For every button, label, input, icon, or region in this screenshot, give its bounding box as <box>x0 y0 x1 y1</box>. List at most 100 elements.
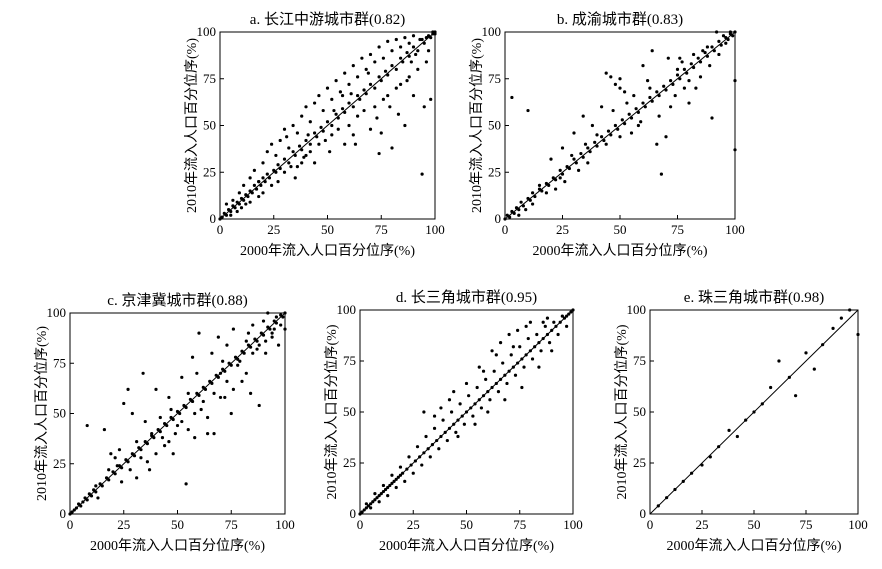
data-point <box>302 155 306 159</box>
data-point <box>248 176 252 180</box>
data-point <box>812 367 816 371</box>
y-tick-label: 100 <box>197 24 217 39</box>
data-point <box>724 36 728 40</box>
x-axis-label: 2000年流入人口百分位序(%) <box>667 538 842 554</box>
data-point <box>250 191 254 195</box>
data-point <box>87 492 91 496</box>
y-tick-label: 25 <box>633 455 646 470</box>
data-point <box>201 399 205 404</box>
data-point <box>396 475 400 479</box>
data-point <box>394 37 398 42</box>
data-point <box>386 494 390 498</box>
y-axis-label: 2010年流入人口百分位序(%) <box>614 324 630 499</box>
data-point <box>289 165 293 169</box>
data-point <box>574 161 578 165</box>
data-point <box>383 69 388 73</box>
data-point <box>643 105 647 109</box>
data-point <box>414 52 418 57</box>
data-point <box>727 428 731 432</box>
data-point <box>590 123 595 128</box>
data-point <box>554 187 558 191</box>
data-point <box>641 101 645 105</box>
data-point <box>733 30 737 34</box>
data-point <box>565 314 569 318</box>
data-point <box>321 129 325 133</box>
scatter-panel-3: 0 25 50 75 100 0 25 50 75 100 c. 京津冀城市群(0.88) 2000年… <box>34 292 295 554</box>
data-point <box>682 86 687 90</box>
data-point <box>600 105 604 109</box>
data-point <box>201 385 205 389</box>
data-point <box>295 131 299 135</box>
x-tick-label: 50 <box>614 222 627 237</box>
data-point <box>505 213 509 217</box>
data-point <box>366 504 371 508</box>
data-point <box>398 473 403 477</box>
data-point <box>237 202 241 206</box>
data-point <box>182 403 186 408</box>
data-point <box>282 127 287 131</box>
data-point <box>479 406 484 410</box>
data-point <box>583 142 588 146</box>
y-tick-label: 0 <box>640 506 647 521</box>
data-point <box>856 332 860 337</box>
data-point <box>145 460 149 464</box>
data-point <box>420 463 424 467</box>
data-point <box>180 375 184 379</box>
data-point <box>362 508 366 512</box>
reference-line-y-equals-x <box>504 31 736 220</box>
data-point <box>392 479 396 483</box>
data-point <box>175 409 180 414</box>
y-axis-label: 2010年流入人口百分位序(%) <box>324 324 340 499</box>
data-point <box>366 71 370 75</box>
data-point <box>227 208 231 212</box>
data-point <box>373 498 377 502</box>
data-point <box>671 82 675 86</box>
data-point <box>445 438 449 443</box>
data-point <box>235 209 239 214</box>
data-point <box>180 419 184 424</box>
data-point <box>225 379 229 383</box>
data-point <box>618 86 622 90</box>
data-point <box>283 311 287 315</box>
data-point <box>390 49 394 53</box>
data-point <box>197 393 201 398</box>
data-point <box>278 166 282 171</box>
data-point <box>167 395 171 400</box>
data-point <box>317 142 321 146</box>
data-point <box>694 86 698 90</box>
data-point <box>560 146 565 150</box>
data-point <box>195 371 199 375</box>
data-point <box>236 363 240 367</box>
data-point <box>629 116 634 120</box>
data-point <box>340 107 345 111</box>
data-point <box>163 444 167 448</box>
data-point <box>386 93 390 98</box>
data-point <box>375 496 379 500</box>
data-point <box>682 67 687 71</box>
data-point <box>664 88 668 92</box>
data-point <box>494 353 498 357</box>
data-point <box>426 49 431 53</box>
data-point <box>794 394 798 398</box>
data-point <box>405 50 409 55</box>
data-point <box>422 451 426 455</box>
data-point <box>634 107 638 111</box>
data-point <box>340 93 345 98</box>
data-point <box>518 345 522 349</box>
data-point <box>554 324 558 328</box>
data-point <box>831 326 835 330</box>
data-point <box>530 357 535 361</box>
data-point <box>249 345 253 349</box>
data-point <box>218 217 222 221</box>
data-point <box>330 133 334 137</box>
data-point <box>524 324 528 328</box>
data-point <box>229 363 233 367</box>
data-point <box>629 131 634 135</box>
data-point <box>278 138 282 143</box>
data-point <box>551 176 555 180</box>
data-point <box>293 176 297 180</box>
data-point <box>390 146 394 150</box>
data-point <box>390 64 394 68</box>
data-point <box>221 367 225 371</box>
